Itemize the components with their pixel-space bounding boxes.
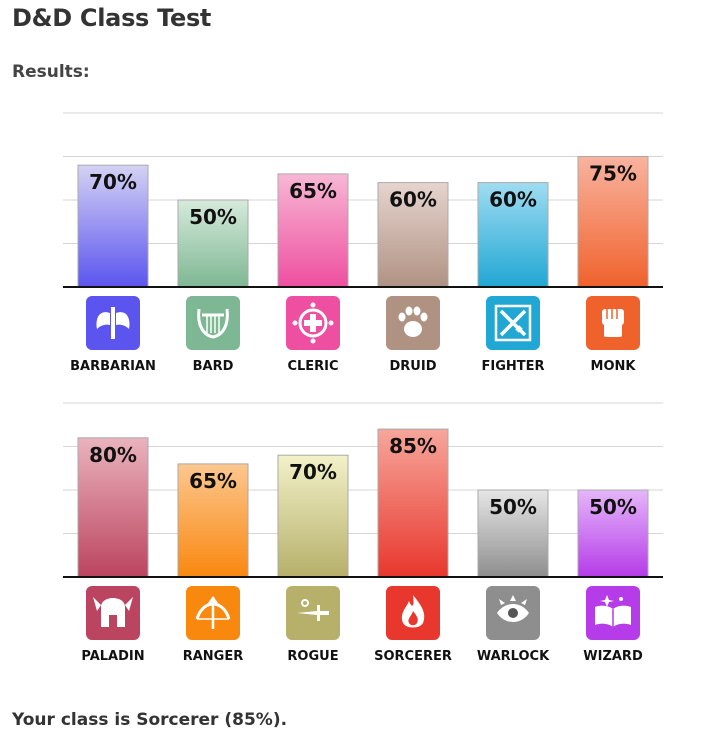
value-label-ranger: 65% bbox=[189, 469, 237, 493]
barbarian-axe-icon bbox=[96, 307, 130, 339]
category-label-monk: MONK bbox=[591, 359, 637, 374]
bar-barbarian bbox=[77, 164, 149, 288]
page-title: D&D Class Test bbox=[12, 4, 212, 32]
rogue-dagger-icon bbox=[297, 599, 329, 621]
ranger-bow-icon bbox=[195, 596, 231, 629]
cleric-holy-symbol-icon bbox=[292, 302, 334, 344]
value-label-fighter: 60% bbox=[489, 188, 537, 212]
value-label-monk: 75% bbox=[589, 162, 637, 186]
bard-lyre-icon-tile bbox=[186, 296, 240, 350]
category-label-cleric: CLERIC bbox=[287, 359, 338, 374]
paladin-helmet-icon bbox=[93, 597, 133, 627]
bar-fighter bbox=[477, 182, 549, 288]
value-label-rogue: 70% bbox=[289, 460, 337, 484]
druid-paw-icon bbox=[398, 306, 428, 337]
results-heading: Results: bbox=[12, 62, 90, 82]
value-label-barbarian: 70% bbox=[89, 170, 137, 194]
class-chart-2: 80% PALADIN 65% RANGER 70% ROGUE 85% SORCERER 50… bbox=[63, 402, 663, 664]
value-label-cleric: 65% bbox=[289, 179, 337, 203]
category-label-paladin: PALADIN bbox=[81, 649, 144, 664]
category-label-ranger: RANGER bbox=[183, 649, 244, 664]
bard-lyre-icon bbox=[197, 308, 229, 339]
value-label-paladin: 80% bbox=[89, 443, 137, 467]
category-label-barbarian: BARBARIAN bbox=[70, 359, 156, 374]
bar-warlock bbox=[477, 489, 549, 578]
category-label-sorcerer: SORCERER bbox=[374, 649, 452, 664]
category-label-fighter: FIGHTER bbox=[481, 359, 544, 374]
wizard-book-icon bbox=[595, 595, 631, 627]
bar-cleric bbox=[277, 173, 349, 288]
bar-rogue bbox=[277, 454, 349, 578]
bar-monk bbox=[577, 156, 649, 288]
value-label-bard: 50% bbox=[189, 205, 237, 229]
category-label-druid: DRUID bbox=[390, 359, 437, 374]
category-label-wizard: WIZARD bbox=[583, 649, 643, 664]
value-label-warlock: 50% bbox=[489, 495, 537, 519]
value-label-sorcerer: 85% bbox=[389, 434, 437, 458]
warlock-eye-icon bbox=[497, 595, 529, 622]
bar-wizard bbox=[577, 489, 649, 578]
monk-fist-icon bbox=[602, 309, 624, 337]
class-chart-1: 70% BARBARIAN 50% BARD 65% CLERIC 60% DRUID 60% F… bbox=[63, 112, 663, 374]
category-label-bard: BARD bbox=[193, 359, 234, 374]
value-label-druid: 60% bbox=[389, 188, 437, 212]
bar-druid bbox=[377, 182, 449, 288]
fighter-swords-icon bbox=[494, 304, 532, 342]
value-label-wizard: 50% bbox=[589, 495, 637, 519]
sorcerer-flame-icon bbox=[401, 595, 425, 628]
bar-paladin bbox=[77, 437, 149, 578]
category-label-warlock: WARLOCK bbox=[477, 649, 550, 664]
category-label-rogue: ROGUE bbox=[287, 649, 338, 664]
result-text: Your class is Sorcerer (85%). bbox=[12, 710, 288, 730]
